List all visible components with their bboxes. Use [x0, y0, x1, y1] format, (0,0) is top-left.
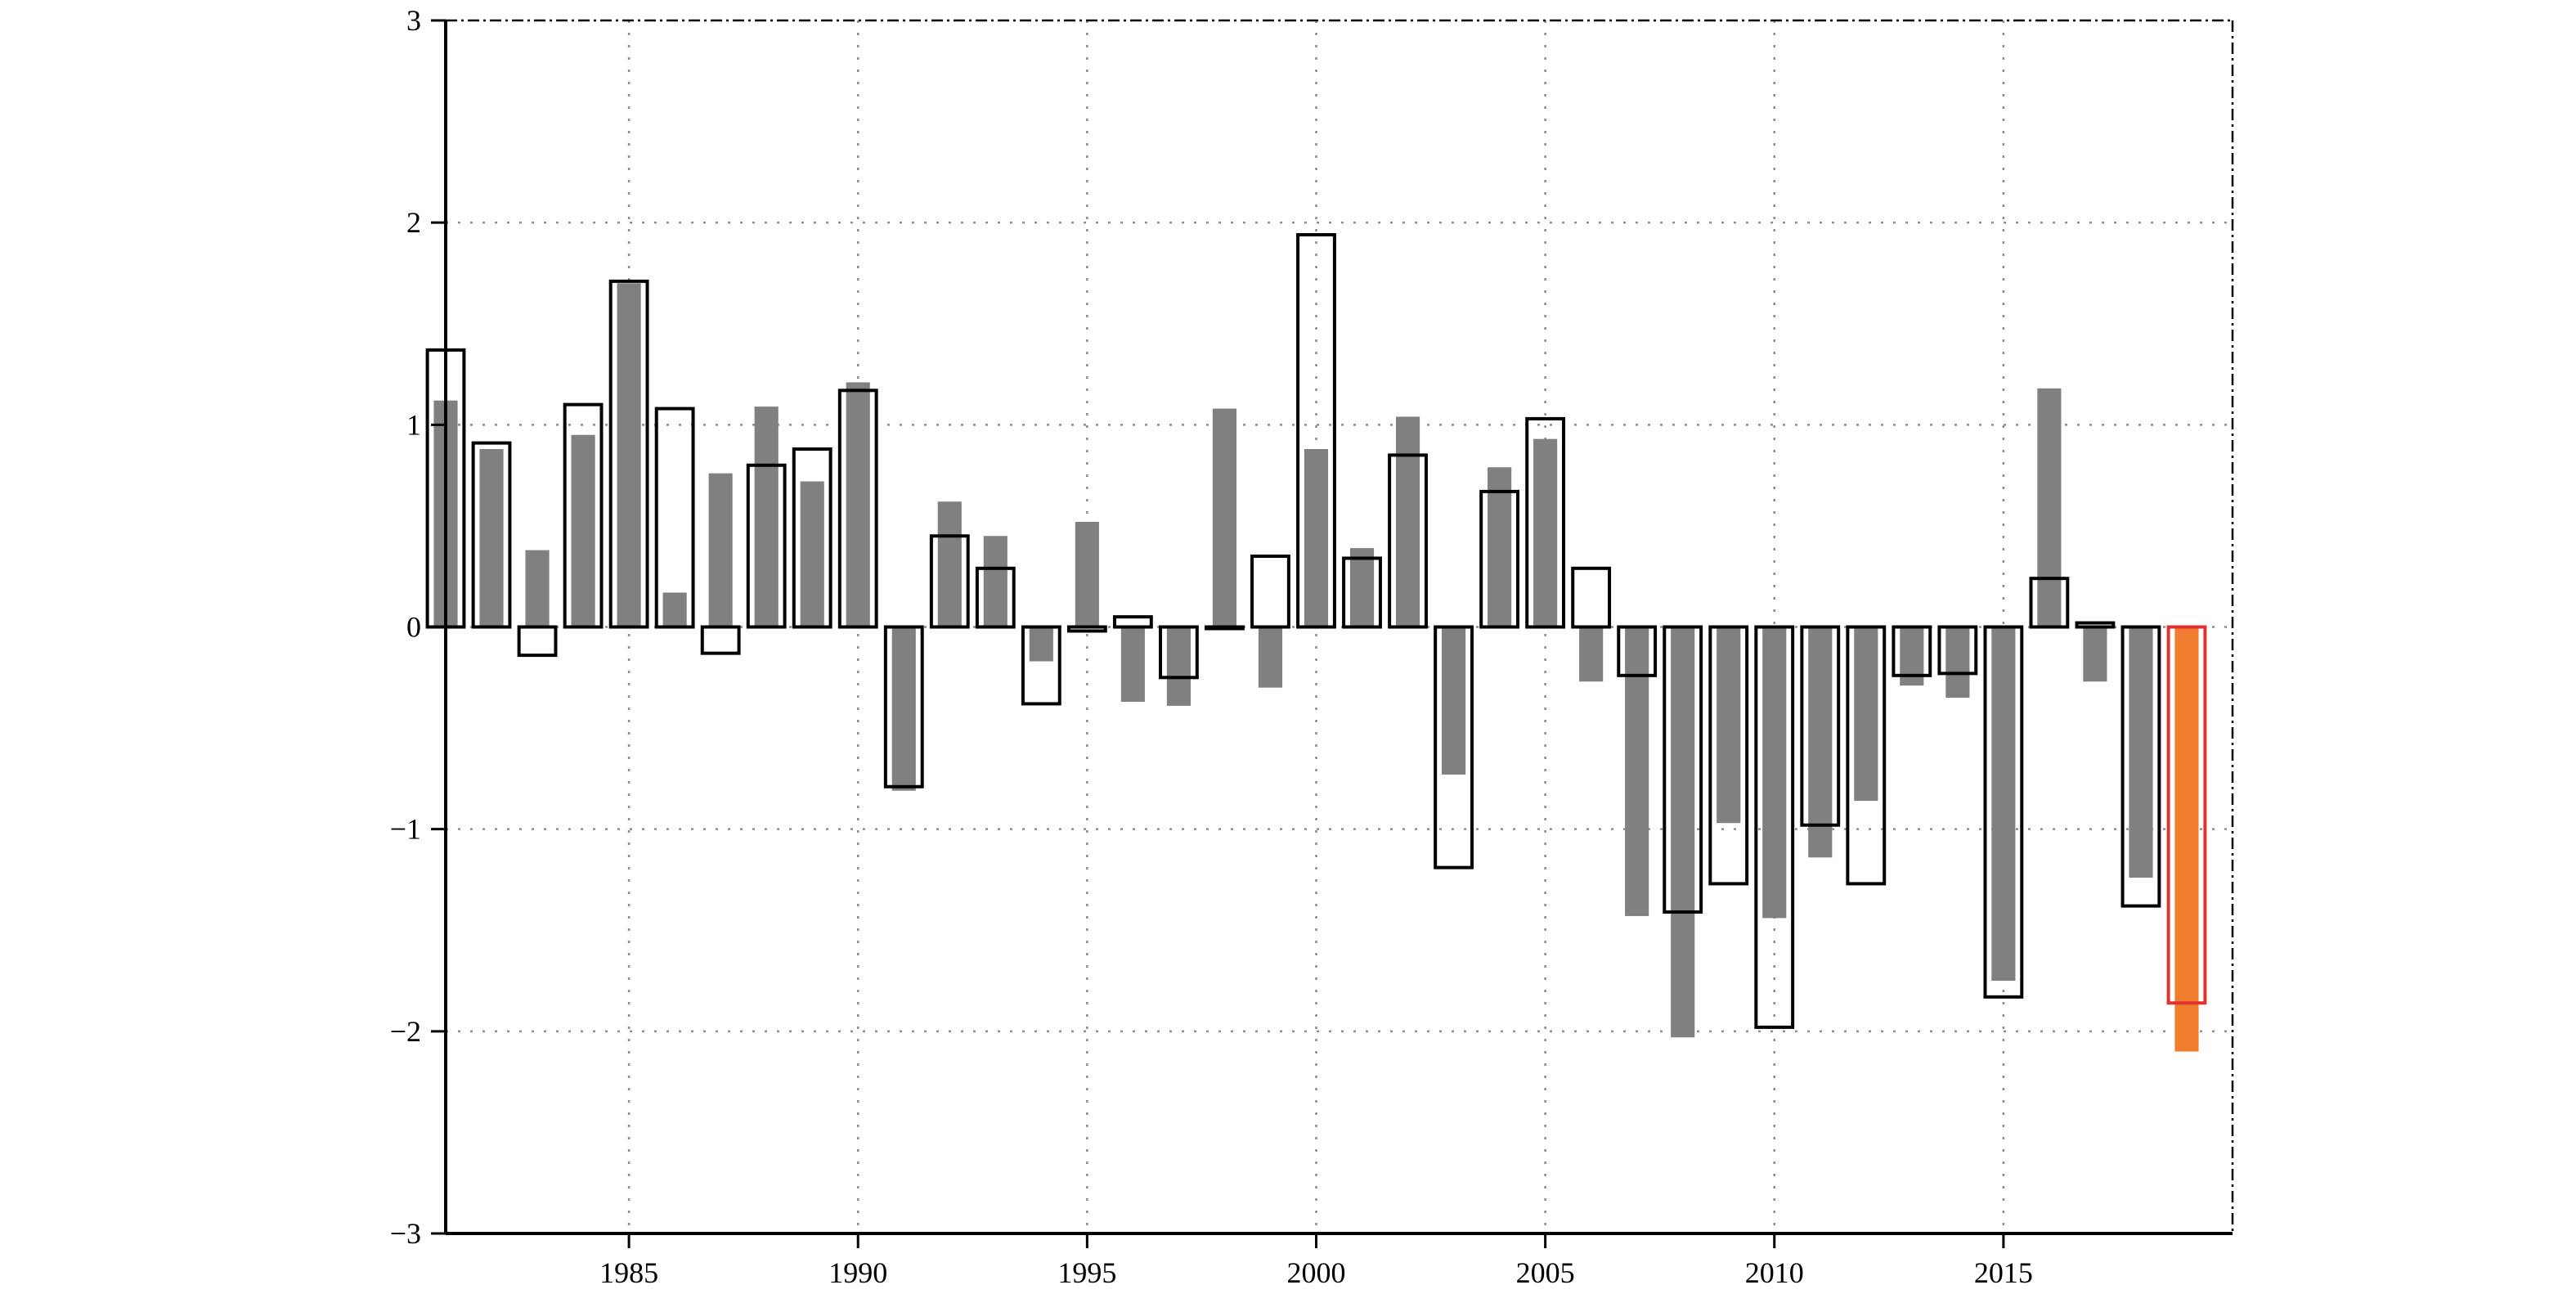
outline-bar [1663, 625, 1703, 914]
outline-bar [1434, 625, 1474, 869]
filled-bar [617, 283, 641, 627]
filled-bar [1762, 627, 1787, 919]
filled-bar [1212, 408, 1237, 627]
outline-bar [1708, 625, 1749, 886]
x-tick-label: 1995 [1057, 1256, 1116, 1289]
filled-bar [2083, 627, 2107, 682]
outline-bar [1388, 453, 1428, 629]
y-tick-label: 2 [406, 206, 421, 239]
filled-bar [1488, 467, 1512, 627]
outline-bar [1800, 625, 1841, 827]
plot-frame [446, 19, 2234, 1233]
tick-labels: 3 2 1 0 −1 −2 −3 1985 1990 1995 2000 2005 2010 2015 [390, 4, 2033, 1289]
outline-bar [2075, 621, 2116, 629]
filled-bar [1395, 416, 1420, 627]
outline-bar [1296, 232, 1336, 629]
y-tick-label: −3 [390, 1217, 421, 1250]
y-tick-label: 3 [406, 4, 421, 37]
outline-bar [1754, 625, 1795, 1029]
filled-bar [1075, 521, 1099, 627]
x-tick-label: 2010 [1745, 1256, 1804, 1289]
outline-bar [1159, 625, 1199, 680]
outline-bar [1112, 615, 1153, 629]
filled-bar [754, 407, 779, 627]
outline-bar [1617, 625, 1658, 677]
filled-bar [1258, 627, 1283, 688]
outline-bar [837, 389, 878, 629]
outline-bar [517, 625, 558, 658]
outline-bar [2029, 577, 2070, 629]
filled-bar [1533, 438, 1558, 627]
outline-bar [608, 279, 649, 629]
filled-bar [1029, 627, 1053, 662]
y-tick-label: 1 [406, 408, 421, 441]
outline-bar [883, 625, 924, 789]
axes [431, 19, 2233, 1248]
outline-bar [792, 447, 832, 629]
outline-bar [1892, 625, 1932, 677]
y-tick-label: 0 [406, 611, 421, 644]
filled-bar [891, 627, 916, 791]
filled-bar [1991, 627, 2016, 982]
outline-bar [471, 441, 512, 629]
filled-bar [1625, 627, 1649, 916]
filled-bar [1671, 627, 1695, 1038]
filled-bar [2174, 627, 2199, 1052]
outline-bar [1937, 625, 1978, 676]
outline-bar [2166, 625, 2207, 1005]
y-tick-label: −2 [390, 1015, 421, 1048]
filled-bar [1717, 627, 1741, 824]
filled-bar [708, 473, 733, 627]
filled-bar [800, 481, 824, 627]
outline-bar [1021, 625, 1061, 706]
outline-bar [746, 463, 787, 629]
filled-bar [479, 448, 504, 627]
filled-bar [1120, 627, 1145, 702]
filled-bar [662, 592, 687, 627]
filled-bar [846, 382, 870, 627]
outline-bar [2120, 625, 2161, 908]
x-tick-label: 1985 [599, 1256, 658, 1289]
x-tick-label: 2005 [1516, 1256, 1575, 1289]
filled-bar [2037, 388, 2062, 627]
x-tick-label: 2000 [1286, 1256, 1345, 1289]
filled-bar [1166, 627, 1191, 706]
y-tick-label: −1 [390, 813, 421, 846]
outline-bar [1479, 489, 1519, 629]
outline-bar [563, 402, 604, 629]
outline-bar-series [425, 232, 2207, 1029]
outline-bar [975, 566, 1016, 629]
outline-bar [1066, 625, 1107, 633]
filled-bar [2129, 627, 2153, 878]
filled-bar [1441, 627, 1466, 775]
x-tick-label: 1990 [828, 1256, 887, 1289]
outline-bar [654, 407, 695, 629]
outline-bar [1250, 554, 1290, 629]
filled-bar [1304, 448, 1329, 627]
outline-bar [1342, 556, 1382, 629]
filled-bar [1945, 627, 1970, 699]
outline-bar [1525, 416, 1566, 629]
filled-bar [571, 434, 595, 627]
x-tick-label: 2015 [1974, 1256, 2033, 1289]
filled-bar [1349, 548, 1375, 627]
outline-bar [1571, 566, 1612, 629]
outline-bar [1983, 625, 2024, 999]
outline-bar [1846, 625, 1887, 886]
filled-bar [1854, 627, 1878, 802]
filled-bar [937, 501, 962, 627]
filled-bar-series [433, 283, 2199, 1052]
filled-bar [525, 550, 550, 627]
filled-bar [1579, 627, 1604, 682]
filled-bar [983, 536, 1008, 627]
filled-bar [1808, 627, 1833, 858]
outline-bar [1205, 625, 1245, 631]
outline-bar [929, 534, 970, 629]
outline-bar [700, 625, 741, 655]
